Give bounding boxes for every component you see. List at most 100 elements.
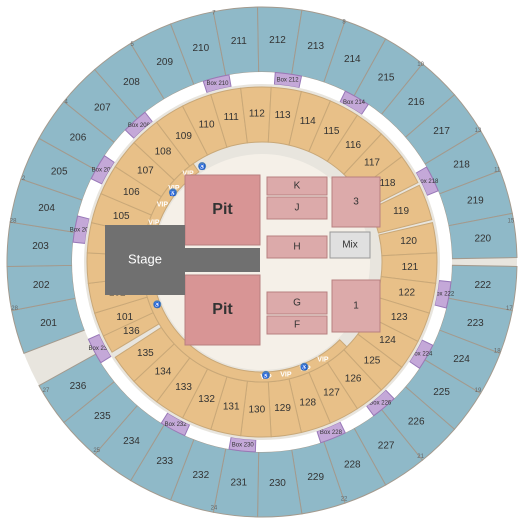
svg-text:Pit: Pit <box>212 201 233 218</box>
label-205: 205 <box>51 166 68 177</box>
label-228: 228 <box>344 459 361 470</box>
label-227: 227 <box>378 441 395 452</box>
svg-text:Box 228: Box 228 <box>320 430 343 436</box>
label-105: 105 <box>113 211 130 222</box>
svg-text:Box 230: Box 230 <box>232 443 255 449</box>
label-223: 223 <box>467 318 484 329</box>
svg-text:♿: ♿ <box>170 190 176 197</box>
label-206: 206 <box>70 132 87 143</box>
label-135: 135 <box>137 348 154 359</box>
label-204: 204 <box>38 203 55 214</box>
label-217: 217 <box>433 126 450 137</box>
label-207: 207 <box>94 102 111 113</box>
label-108: 108 <box>155 147 172 158</box>
label-214: 214 <box>344 54 361 65</box>
label-120: 120 <box>400 236 417 247</box>
label-231: 231 <box>230 477 247 488</box>
svg-text:K: K <box>294 181 301 192</box>
svg-text:25: 25 <box>93 448 100 454</box>
seating-chart: 2012022032042052062072082092102112122132… <box>0 0 525 525</box>
svg-text:13: 13 <box>475 128 482 134</box>
label-129: 129 <box>274 403 291 414</box>
svg-text:1: 1 <box>353 301 359 312</box>
svg-text:24: 24 <box>211 505 218 511</box>
label-131: 131 <box>223 401 240 412</box>
label-215: 215 <box>378 73 395 84</box>
svg-text:Box 226: Box 226 <box>369 401 392 407</box>
label-211: 211 <box>231 36 247 47</box>
label-212: 212 <box>269 35 286 46</box>
label-132: 132 <box>198 394 215 405</box>
label-133: 133 <box>175 382 192 393</box>
label-202: 202 <box>33 280 50 291</box>
svg-text:21: 21 <box>417 454 424 460</box>
label-236: 236 <box>70 381 87 392</box>
svg-text:♿: ♿ <box>154 302 160 309</box>
label-117: 117 <box>364 158 380 169</box>
label-107: 107 <box>137 166 154 177</box>
stage-thrust <box>185 248 260 272</box>
svg-text:VIP: VIP <box>317 356 329 363</box>
label-134: 134 <box>155 367 172 378</box>
label-225: 225 <box>433 387 450 398</box>
svg-text:17: 17 <box>506 306 513 312</box>
svg-text:Stage: Stage <box>128 251 162 266</box>
label-226: 226 <box>408 416 425 427</box>
svg-text:G: G <box>293 298 301 309</box>
svg-text:28: 28 <box>11 306 18 312</box>
label-222: 222 <box>474 280 491 291</box>
label-127: 127 <box>323 387 340 398</box>
label-208: 208 <box>123 77 140 88</box>
svg-text:3: 3 <box>353 197 359 208</box>
label-230: 230 <box>269 478 286 489</box>
label-110: 110 <box>199 119 215 130</box>
label-213: 213 <box>307 41 324 52</box>
svg-text:15: 15 <box>508 219 515 225</box>
svg-text:Box 212: Box 212 <box>277 77 300 83</box>
svg-text:Pit: Pit <box>212 301 233 318</box>
label-218: 218 <box>453 159 470 170</box>
label-219: 219 <box>467 195 484 206</box>
svg-text:28: 28 <box>10 219 17 225</box>
label-234: 234 <box>123 436 140 447</box>
label-118: 118 <box>380 178 396 189</box>
svg-text:22: 22 <box>341 496 348 502</box>
label-232: 232 <box>192 470 209 481</box>
label-235: 235 <box>94 411 111 422</box>
svg-text:Mix: Mix <box>342 240 358 251</box>
svg-text:11: 11 <box>494 168 501 174</box>
svg-text:19: 19 <box>475 388 482 394</box>
label-119: 119 <box>393 206 409 217</box>
svg-text:Box 210: Box 210 <box>206 81 229 87</box>
label-113: 113 <box>275 110 291 121</box>
label-116: 116 <box>345 140 361 151</box>
label-124: 124 <box>379 335 396 346</box>
svg-text:F: F <box>294 320 300 331</box>
label-121: 121 <box>402 262 419 273</box>
svg-text:♿: ♿ <box>301 364 307 371</box>
label-220: 220 <box>474 233 491 244</box>
label-224: 224 <box>453 354 470 365</box>
label-106: 106 <box>123 187 140 198</box>
label-233: 233 <box>156 456 173 467</box>
label-112: 112 <box>249 109 265 120</box>
label-216: 216 <box>408 97 425 108</box>
svg-text:♿: ♿ <box>263 372 269 379</box>
svg-text:10: 10 <box>417 62 424 68</box>
label-111: 111 <box>224 112 240 123</box>
svg-text:VIP: VIP <box>157 201 169 208</box>
label-114: 114 <box>300 116 316 127</box>
label-123: 123 <box>391 312 408 323</box>
svg-text:J: J <box>295 203 300 214</box>
svg-text:27: 27 <box>43 388 50 394</box>
svg-text:♿: ♿ <box>199 163 205 170</box>
label-122: 122 <box>398 287 415 298</box>
label-109: 109 <box>175 131 192 142</box>
label-125: 125 <box>364 356 381 367</box>
svg-text:18: 18 <box>494 348 501 354</box>
svg-text:H: H <box>293 242 300 253</box>
svg-text:VIP: VIP <box>280 371 292 378</box>
label-128: 128 <box>299 397 316 408</box>
label-136: 136 <box>123 326 140 337</box>
label-229: 229 <box>307 472 324 483</box>
